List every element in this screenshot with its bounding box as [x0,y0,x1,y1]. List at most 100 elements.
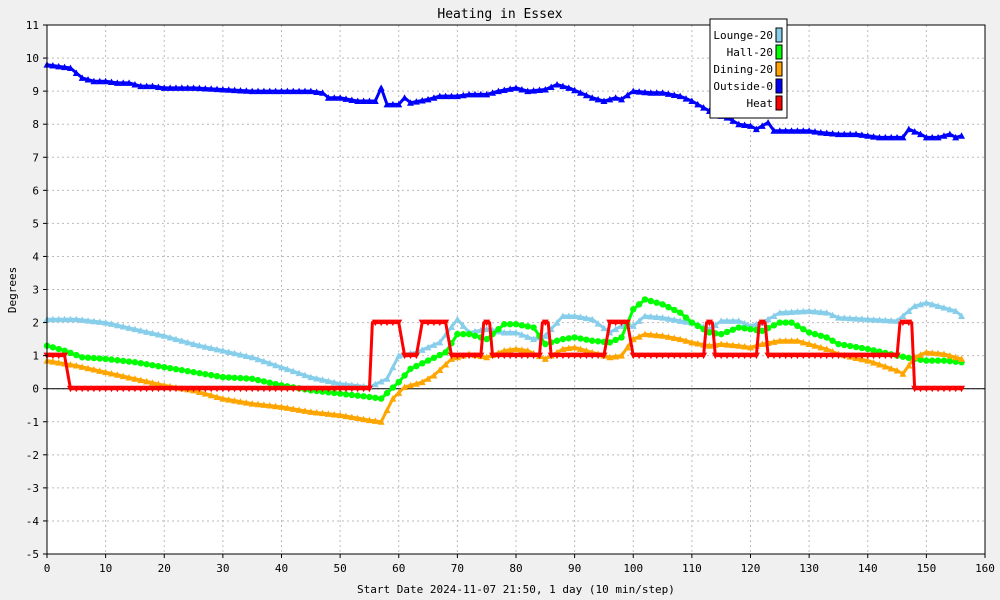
data-point [788,127,796,134]
data-point [688,352,696,360]
data-point [336,411,344,419]
data-point [325,389,332,396]
data-point [635,88,643,95]
data-point [107,320,115,327]
data-point [928,385,936,393]
data-point [90,385,98,393]
data-point [201,385,209,393]
data-point [524,323,531,330]
legend-swatch-dining-20 [775,61,783,77]
data-point [313,408,321,416]
data-point [758,340,766,348]
data-point [107,369,115,377]
data-point [530,352,538,360]
data-point [501,321,508,328]
data-point [213,372,221,380]
data-point [120,357,127,365]
data-point [371,97,379,105]
data-point [958,355,966,362]
data-point [49,62,57,69]
data-point [518,331,526,338]
data-point [676,317,684,324]
data-point [717,352,725,360]
legend-swatch-outside-0 [775,78,783,94]
data-point [606,339,613,346]
data-point [330,94,338,101]
data-point [78,316,86,323]
x-tick-label: 30 [216,562,229,575]
data-point [717,330,725,338]
data-point [207,391,215,399]
x-tick-label: 120 [741,562,761,575]
data-point [518,322,526,329]
data-point [143,328,151,335]
data-point [676,352,684,360]
data-point [55,315,63,323]
data-point [793,337,801,344]
data-point [360,415,368,423]
data-point [676,309,684,316]
data-point [113,321,121,329]
legend-box [709,18,788,119]
data-point [635,352,643,360]
data-point [231,86,239,94]
data-point [49,344,57,351]
data-point [131,81,139,88]
data-point [406,99,414,106]
data-point [412,98,420,105]
y-tick-label: -3 [26,482,39,495]
data-point [635,301,643,308]
data-point [453,315,461,323]
data-point [612,94,620,101]
data-point [653,331,661,339]
data-point [102,385,110,393]
data-point [283,87,291,95]
data-point [747,343,754,351]
data-point [594,95,602,103]
data-point [846,352,854,360]
data-point [682,314,690,321]
data-point [319,89,327,96]
data-point [72,315,80,323]
data-point [49,352,57,360]
data-point [207,385,215,393]
data-point [471,90,479,98]
data-point [747,352,754,360]
data-point [870,347,877,354]
data-point [770,127,778,134]
data-point [301,407,309,414]
data-point [219,85,227,93]
data-point [735,120,743,128]
data-point [741,325,748,332]
data-point [108,356,115,363]
data-point [336,385,344,393]
x-tick-label: 110 [682,562,702,575]
data-point [588,315,596,323]
data-point [840,130,848,138]
data-point [864,345,871,353]
data-point [800,325,807,333]
data-point [823,334,830,341]
data-point [559,312,567,319]
data-point [324,385,332,393]
data-point [383,375,391,382]
data-point [225,396,233,403]
data-point [917,356,924,363]
y-axis-label: Degrees [6,267,19,313]
data-point [934,357,942,364]
data-point [266,385,274,393]
data-point [506,328,514,336]
data-point [594,338,602,345]
data-point [571,343,579,351]
data-point [764,119,772,126]
data-point [331,389,338,397]
data-point [875,316,883,323]
data-point [483,90,491,98]
data-point [55,345,62,353]
data-point [530,324,537,331]
data-point [817,128,825,136]
data-point [500,352,508,360]
data-point [154,330,162,338]
data-point [348,413,356,421]
data-point [670,316,678,323]
